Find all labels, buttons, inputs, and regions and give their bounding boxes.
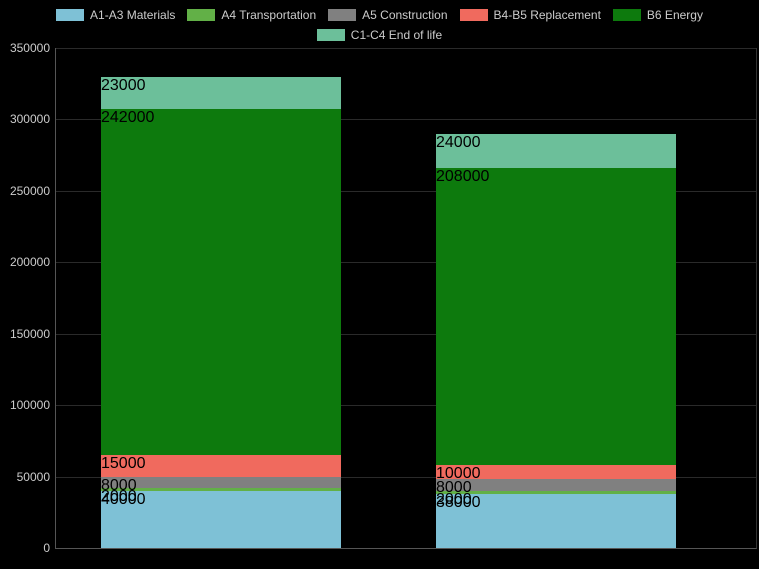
legend-item-b4b5: B4-B5 Replacement (460, 6, 601, 24)
bar-segment-a5: 8000 (101, 477, 341, 488)
legend-item-a4: A4 Transportation (187, 6, 316, 24)
legend-swatch-b4b5 (460, 9, 488, 21)
legend-label-b4b5: B4-B5 Replacement (494, 6, 601, 24)
bar-segment-b6: 242000 (101, 109, 341, 455)
bar-segment-b4b5: 15000 (101, 455, 341, 476)
ytick-label: 350000 (0, 41, 50, 55)
legend-swatch-b6 (613, 9, 641, 21)
legend-swatch-a4 (187, 9, 215, 21)
bar-segment-b6: 208000 (436, 168, 676, 465)
ytick-label: 0 (0, 541, 50, 555)
legend-item-c1c4: C1-C4 End of life (317, 26, 442, 44)
ytick-label: 250000 (0, 184, 50, 198)
bar-segment-c1c4: 23000 (101, 77, 341, 110)
legend-label-a1a3: A1-A3 Materials (90, 6, 175, 24)
legend-label-a4: A4 Transportation (221, 6, 316, 24)
legend-swatch-a1a3 (56, 9, 84, 21)
ytick-label: 100000 (0, 398, 50, 412)
ytick-label: 200000 (0, 255, 50, 269)
legend-item-a5: A5 Construction (328, 6, 447, 24)
legend-row-1: A1-A3 Materials A4 Transportation A5 Const… (0, 6, 759, 26)
legend-swatch-a5 (328, 9, 356, 21)
legend-row-2: C1-C4 End of life (0, 26, 759, 46)
chart-legend: A1-A3 Materials A4 Transportation A5 Const… (0, 6, 759, 46)
bar-segment-a4: 2000 (101, 488, 341, 491)
legend-item-b6: B6 Energy (613, 6, 703, 24)
bar-segment-a1a3: 40000 (101, 491, 341, 548)
legend-item-a1a3: A1-A3 Materials (56, 6, 175, 24)
legend-label-b6: B6 Energy (647, 6, 703, 24)
legend-label-a5: A5 Construction (362, 6, 447, 24)
ytick-label: 300000 (0, 112, 50, 126)
ytick-label: 50000 (0, 470, 50, 484)
plot-area: 4000020008000150002420002300038000200080… (55, 48, 757, 549)
legend-label-c1c4: C1-C4 End of life (351, 26, 442, 44)
bar-segment-a1a3: 38000 (436, 494, 676, 548)
stacked-bar-chart: A1-A3 Materials A4 Transportation A5 Const… (0, 0, 759, 569)
bar-segment-c1c4: 24000 (436, 134, 676, 168)
bar-segment-b4b5: 10000 (436, 465, 676, 479)
gridline (56, 48, 756, 49)
ytick-label: 150000 (0, 327, 50, 341)
bar-segment-a4: 2000 (436, 491, 676, 494)
legend-swatch-c1c4 (317, 29, 345, 41)
